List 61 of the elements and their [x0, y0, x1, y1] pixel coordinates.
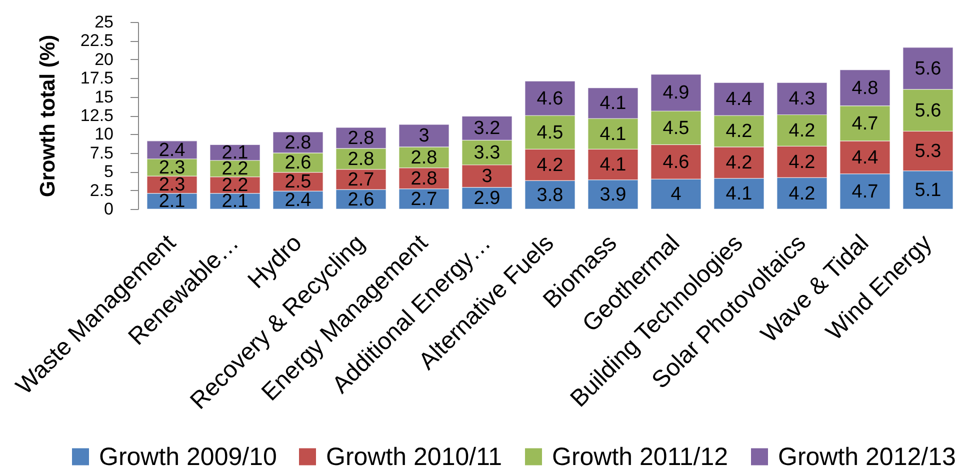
- y-tick-label: 7.5: [90, 143, 114, 162]
- data-label: 3: [482, 166, 492, 188]
- y-tick-label: 17.5: [80, 68, 114, 88]
- data-label: 4.1: [726, 184, 752, 205]
- legend-label: Growth 2011/12: [552, 442, 728, 468]
- data-label: 4.6: [536, 88, 564, 110]
- data-label: 4.7: [852, 113, 878, 134]
- data-label: 5.1: [914, 180, 942, 201]
- data-label: 4.7: [852, 181, 878, 202]
- data-label: 4.2: [788, 152, 816, 173]
- y-tick-label: 0: [104, 200, 114, 218]
- data-label: 4.3: [788, 88, 816, 110]
- y-tick-label: 2.5: [90, 180, 114, 200]
- data-label: 4.2: [536, 154, 564, 176]
- data-label: 2.8: [348, 128, 374, 149]
- data-label: 2.8: [348, 148, 374, 170]
- legend-label: Growth 2012/13: [778, 442, 956, 468]
- data-label: 5.6: [914, 100, 942, 122]
- data-label: 4.4: [852, 147, 879, 168]
- data-label: 4.1: [600, 124, 626, 145]
- data-label: 4.5: [536, 122, 564, 144]
- y-axis-title: Growth total (%): [36, 34, 60, 198]
- data-label: 2.8: [410, 168, 438, 190]
- y-tick-label: 22.5: [80, 31, 114, 50]
- y-tick-label: 25: [94, 12, 114, 32]
- data-label: 3.3: [474, 142, 500, 164]
- y-tick-label: 10: [94, 124, 114, 144]
- data-label: 3.9: [600, 184, 626, 206]
- data-label: 4.2: [788, 183, 816, 204]
- y-tick-label: 12.5: [80, 106, 114, 125]
- data-label: 4.8: [852, 78, 878, 99]
- data-label: 4.5: [662, 118, 690, 139]
- data-label: 3.8: [536, 184, 564, 206]
- data-label: 3: [418, 126, 430, 147]
- data-label: 2.4: [284, 190, 312, 212]
- data-label: 2.5: [284, 172, 312, 193]
- data-label: 4.4: [726, 89, 753, 110]
- data-label: 4: [670, 184, 682, 206]
- data-label: 4.1: [600, 154, 626, 176]
- y-tick-label: 15: [94, 87, 114, 106]
- data-label: 4.2: [726, 152, 752, 174]
- data-label: 5.3: [914, 141, 942, 162]
- data-label: 2.8: [410, 147, 438, 168]
- legend-label: Growth 2010/11: [326, 442, 502, 468]
- y-tick-label: 5: [104, 162, 114, 182]
- data-label: 2.6: [348, 189, 374, 210]
- data-label: 4.2: [788, 120, 816, 142]
- data-label: 2.7: [410, 188, 438, 210]
- data-label: 2.1: [158, 191, 186, 212]
- data-label: 2.9: [474, 188, 500, 210]
- data-label: 2.7: [348, 169, 374, 190]
- data-label: 4.9: [662, 82, 690, 104]
- data-label: 4.1: [600, 93, 626, 114]
- y-tick-label: 20: [94, 50, 114, 69]
- legend-label: Growth 2009/10: [99, 442, 277, 468]
- data-label: 2.6: [284, 152, 312, 174]
- data-label: 5.6: [914, 58, 942, 80]
- data-label: 2.8: [284, 132, 312, 154]
- data-label: 3.2: [474, 118, 500, 140]
- data-label: 4.6: [662, 152, 690, 173]
- data-label: 4.2: [726, 121, 752, 142]
